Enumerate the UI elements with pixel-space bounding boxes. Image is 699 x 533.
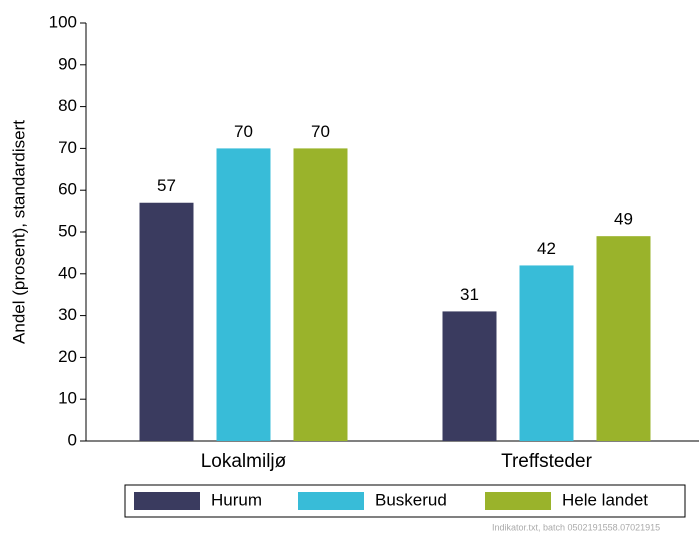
bar — [139, 202, 194, 441]
legend-label: Hurum — [211, 490, 262, 509]
y-tick-label: 80 — [58, 96, 77, 115]
footnote: Indikator.txt, batch 0502191558.07021915 — [492, 522, 660, 532]
data-label: 49 — [614, 210, 633, 229]
y-tick-label: 70 — [58, 138, 77, 157]
y-tick-label: 30 — [58, 305, 77, 324]
data-label: 42 — [537, 239, 556, 258]
y-tick-label: 50 — [58, 221, 77, 240]
x-tick-label: Lokalmiljø — [201, 451, 287, 472]
y-tick-label: 100 — [49, 12, 77, 31]
x-tick-label: Treffsteder — [501, 451, 592, 472]
data-label: 57 — [157, 176, 176, 195]
bar — [519, 265, 574, 441]
legend-swatch — [485, 492, 551, 510]
bar — [442, 311, 497, 441]
legend-label: Buskerud — [375, 490, 447, 509]
bar — [216, 148, 271, 441]
y-tick-label: 0 — [68, 430, 77, 449]
legend-swatch — [298, 492, 364, 510]
y-tick-label: 90 — [58, 54, 77, 73]
y-tick-label: 20 — [58, 347, 77, 366]
legend-swatch — [134, 492, 200, 510]
legend-label: Hele landet — [562, 490, 648, 509]
legend-box — [124, 484, 686, 518]
data-label: 70 — [234, 122, 253, 141]
y-tick-label: 40 — [58, 263, 77, 282]
bar — [293, 148, 348, 441]
data-label: 31 — [460, 285, 479, 304]
y-tick-label: 60 — [58, 180, 77, 199]
data-label: 70 — [311, 122, 330, 141]
y-axis-label: Andel (prosent), standardisert — [9, 120, 28, 344]
y-tick-label: 10 — [58, 389, 77, 408]
bar — [596, 236, 651, 441]
